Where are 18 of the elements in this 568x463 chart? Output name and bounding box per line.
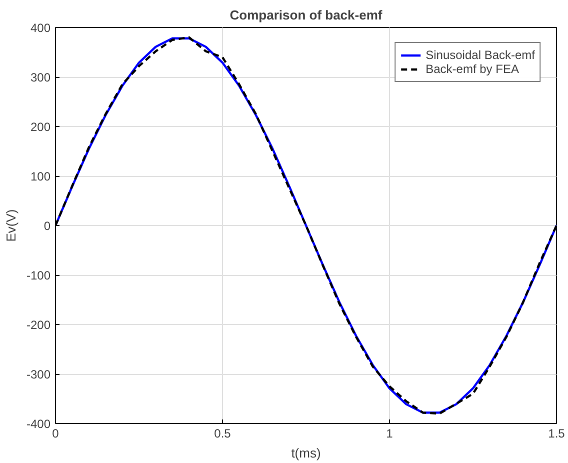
y-tick-label: -400 <box>26 417 51 431</box>
chart-title: Comparison of back-emf <box>230 8 383 22</box>
x-tick-label: 0.5 <box>214 426 232 440</box>
legend-label: Back-emf by FEA <box>426 62 519 76</box>
y-tick-label: -300 <box>26 368 51 382</box>
y-tick-label: 0 <box>44 219 51 233</box>
y-tick-label: 300 <box>30 70 51 84</box>
y-axis-title: Ev(V) <box>3 209 18 242</box>
y-tick-label: -100 <box>26 268 51 282</box>
y-tick-label: 200 <box>30 120 51 134</box>
x-tick-label: 1 <box>386 426 394 440</box>
x-tick-label: 1.5 <box>548 426 566 440</box>
y-tick-label: 400 <box>30 21 51 35</box>
y-tick-label: 100 <box>30 170 51 184</box>
legend-label: Sinusoidal Back-emf <box>426 48 535 62</box>
y-tick-label: -200 <box>26 318 51 332</box>
x-axis-title: t(ms) <box>291 446 321 460</box>
x-tick-label: 0 <box>52 426 60 440</box>
